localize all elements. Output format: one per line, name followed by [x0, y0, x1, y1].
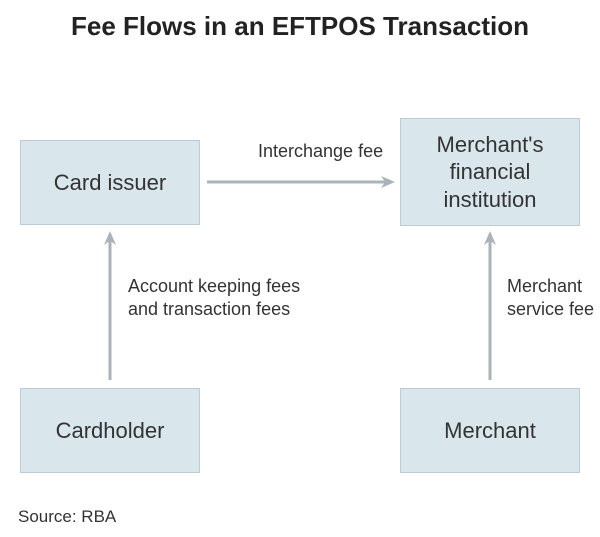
edge-label-merchant-service-fee: Merchant service fee — [507, 275, 594, 320]
node-label: Merchant — [444, 417, 536, 445]
source-attribution: Source: RBA — [18, 507, 116, 527]
node-merchant: Merchant — [400, 388, 580, 473]
edge-label-interchange: Interchange fee — [258, 140, 383, 163]
node-mfi: Merchant's financial institution — [400, 118, 580, 226]
node-card-issuer: Card issuer — [20, 140, 200, 225]
diagram-canvas: Fee Flows in an EFTPOS Transaction Sourc… — [0, 0, 600, 537]
diagram-title: Fee Flows in an EFTPOS Transaction — [0, 0, 600, 43]
edge-label-account-fees: Account keeping fees and transaction fee… — [128, 275, 300, 320]
node-label: Card issuer — [54, 169, 166, 197]
node-label: Merchant's financial institution — [437, 131, 544, 214]
node-label: Cardholder — [56, 417, 165, 445]
node-cardholder: Cardholder — [20, 388, 200, 473]
